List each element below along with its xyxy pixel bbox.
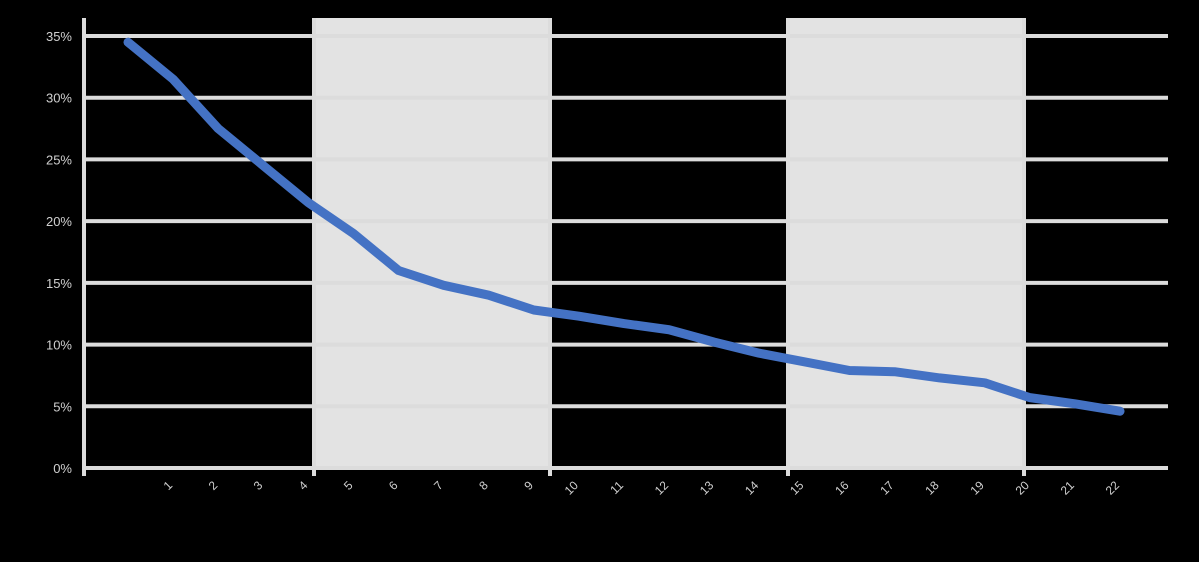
data-point (846, 367, 852, 373)
data-point (756, 350, 762, 356)
y-tick-label: 20% (46, 214, 72, 229)
data-point (892, 369, 898, 375)
y-tick-label: 25% (46, 152, 72, 167)
data-point (576, 313, 582, 319)
data-point (125, 39, 131, 45)
series-group (123, 37, 1125, 416)
y-tick-label: 30% (46, 91, 72, 106)
y-tick-label: 0% (53, 461, 72, 476)
data-point (441, 282, 447, 288)
y-axis-ticks: 0% 5% 10% 15% 20% 25% 30% 35% (46, 29, 72, 476)
data-point (1027, 395, 1033, 401)
y-tick-label: 15% (46, 276, 72, 291)
data-point (215, 126, 221, 132)
data-point (396, 268, 402, 274)
data-point (170, 76, 176, 82)
column-band (788, 18, 1024, 468)
data-point (486, 292, 492, 298)
data-point (621, 321, 627, 327)
column-band (314, 18, 550, 468)
y-tick-label: 10% (46, 338, 72, 353)
data-point (666, 327, 672, 333)
data-point (711, 339, 717, 345)
data-point (531, 307, 537, 313)
data-point (937, 375, 943, 381)
data-point (1117, 408, 1123, 414)
column-bands (314, 18, 1024, 468)
y-tick-label: 5% (53, 399, 72, 414)
data-point (982, 380, 988, 386)
y-tick-label: 35% (46, 29, 72, 44)
data-point (260, 163, 266, 169)
data-point (305, 200, 311, 206)
data-point (1072, 401, 1078, 407)
data-point (350, 230, 356, 236)
data-point (801, 359, 807, 365)
